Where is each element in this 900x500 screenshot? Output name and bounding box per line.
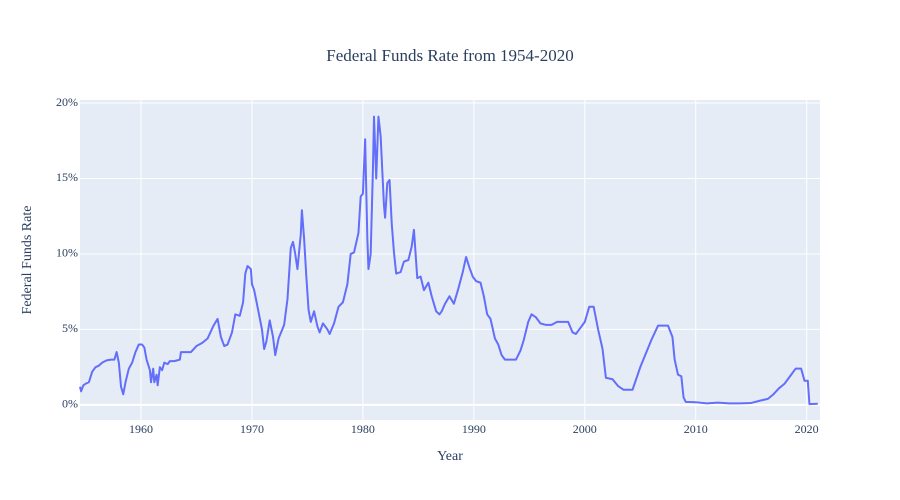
x-tick-label: 2000 xyxy=(573,422,597,436)
x-tick-label: 2010 xyxy=(684,422,708,436)
y-axis-title: Federal Funds Rate xyxy=(20,206,35,315)
line xyxy=(79,115,818,406)
y-tick-label: 20% xyxy=(56,95,78,109)
plot-area xyxy=(80,100,820,420)
y-tick-label: 0% xyxy=(62,397,78,411)
x-tick-label: 2020 xyxy=(795,422,819,436)
y-tick-label: 15% xyxy=(56,170,78,184)
x-axis-title: Year xyxy=(437,449,463,464)
y-tick-label: 5% xyxy=(62,321,78,335)
x-tick-label: 1960 xyxy=(129,422,153,436)
chart-title: Federal Funds Rate from 1954-2020 xyxy=(326,46,573,65)
y-tick-label: 10% xyxy=(56,246,78,260)
x-tick-label: 1970 xyxy=(240,422,264,436)
x-tick-label: 1980 xyxy=(351,422,375,436)
x-tick-label: 1990 xyxy=(462,422,486,436)
